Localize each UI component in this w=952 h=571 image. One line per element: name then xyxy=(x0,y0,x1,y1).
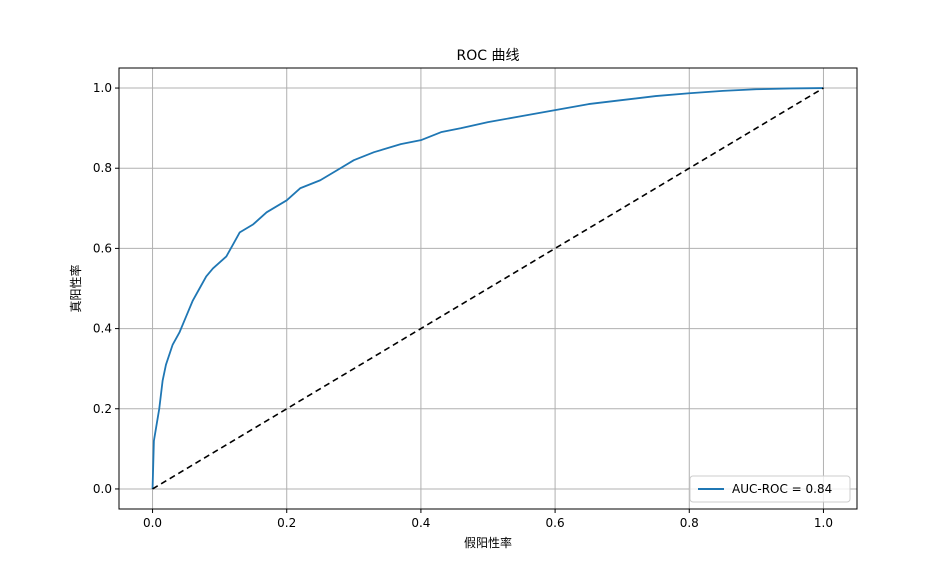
y-tick-label: 0.2 xyxy=(93,402,112,416)
x-axis-label: 假阳性率 xyxy=(464,535,512,550)
x-tick-label: 1.0 xyxy=(814,516,833,530)
y-tick-label: 0.8 xyxy=(93,161,112,175)
plot-frame xyxy=(118,67,858,510)
legend-box xyxy=(689,475,851,503)
x-tick-label: 0.4 xyxy=(411,516,430,530)
y-tick-label: 1.0 xyxy=(93,81,112,95)
chart-title: ROC 曲线 xyxy=(457,48,520,64)
legend: AUC-ROC = 0.84 xyxy=(689,475,851,503)
grid-lines xyxy=(119,68,857,509)
roc-curve-line xyxy=(151,87,824,489)
x-tick-label: 0.8 xyxy=(680,516,699,530)
diagonal-reference-line xyxy=(152,87,824,490)
y-axis-label: 真阳性率 xyxy=(68,264,83,312)
x-tick-label: 0.0 xyxy=(143,516,162,530)
x-axis-ticks: 0.0 0.2 0.4 0.6 0.8 1.0 xyxy=(143,509,833,530)
y-axis-ticks: 0.0 0.2 0.4 0.6 0.8 1.0 xyxy=(93,81,119,496)
x-tick-label: 0.6 xyxy=(546,516,565,530)
y-tick-label: 0.0 xyxy=(93,482,112,496)
y-tick-label: 0.4 xyxy=(93,322,112,336)
x-tick-label: 0.2 xyxy=(277,516,296,530)
legend-label: AUC-ROC = 0.84 xyxy=(732,482,832,496)
series-lines xyxy=(151,87,824,490)
y-tick-label: 0.6 xyxy=(93,241,112,255)
